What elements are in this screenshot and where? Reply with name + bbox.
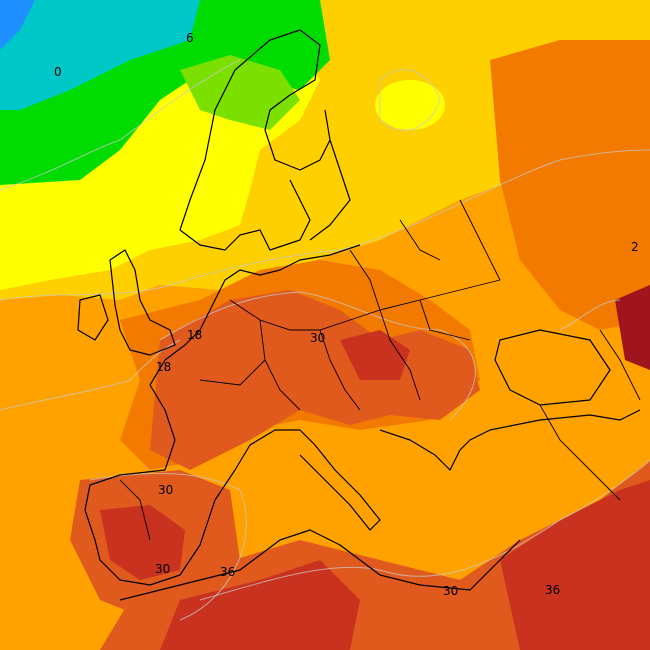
red-balkans	[340, 330, 410, 380]
red-east-africa	[500, 480, 650, 650]
contour-label-18b: 18	[156, 360, 171, 374]
red-orange-central	[150, 290, 480, 470]
country-borders	[119, 199, 641, 541]
contour-labels: 0 6 18 18 30 30 30 30 36 36 2	[54, 31, 639, 598]
blue-zone	[0, 0, 35, 50]
cyan-zone	[0, 0, 200, 110]
contour-label-36a: 36	[220, 565, 235, 579]
contour-lines	[0, 59, 650, 621]
red-africa	[160, 560, 360, 650]
red-iberia	[100, 505, 185, 580]
contour-label-0: 0	[54, 65, 62, 79]
contour-label-18a: 18	[187, 328, 202, 342]
contour-label-30c: 30	[155, 562, 170, 576]
dark-orange-east	[490, 40, 650, 330]
contour-label-30d: 30	[443, 584, 458, 598]
contour-label-2: 2	[631, 240, 639, 254]
yellow-spot-russia	[375, 80, 445, 130]
dark-red-east	[615, 285, 650, 370]
contour-label-6: 6	[186, 31, 194, 45]
contour-label-36b: 36	[545, 583, 560, 597]
contour-label-30b: 30	[158, 483, 173, 497]
contour-label-30a: 30	[310, 331, 325, 345]
coastlines	[77, 29, 641, 601]
